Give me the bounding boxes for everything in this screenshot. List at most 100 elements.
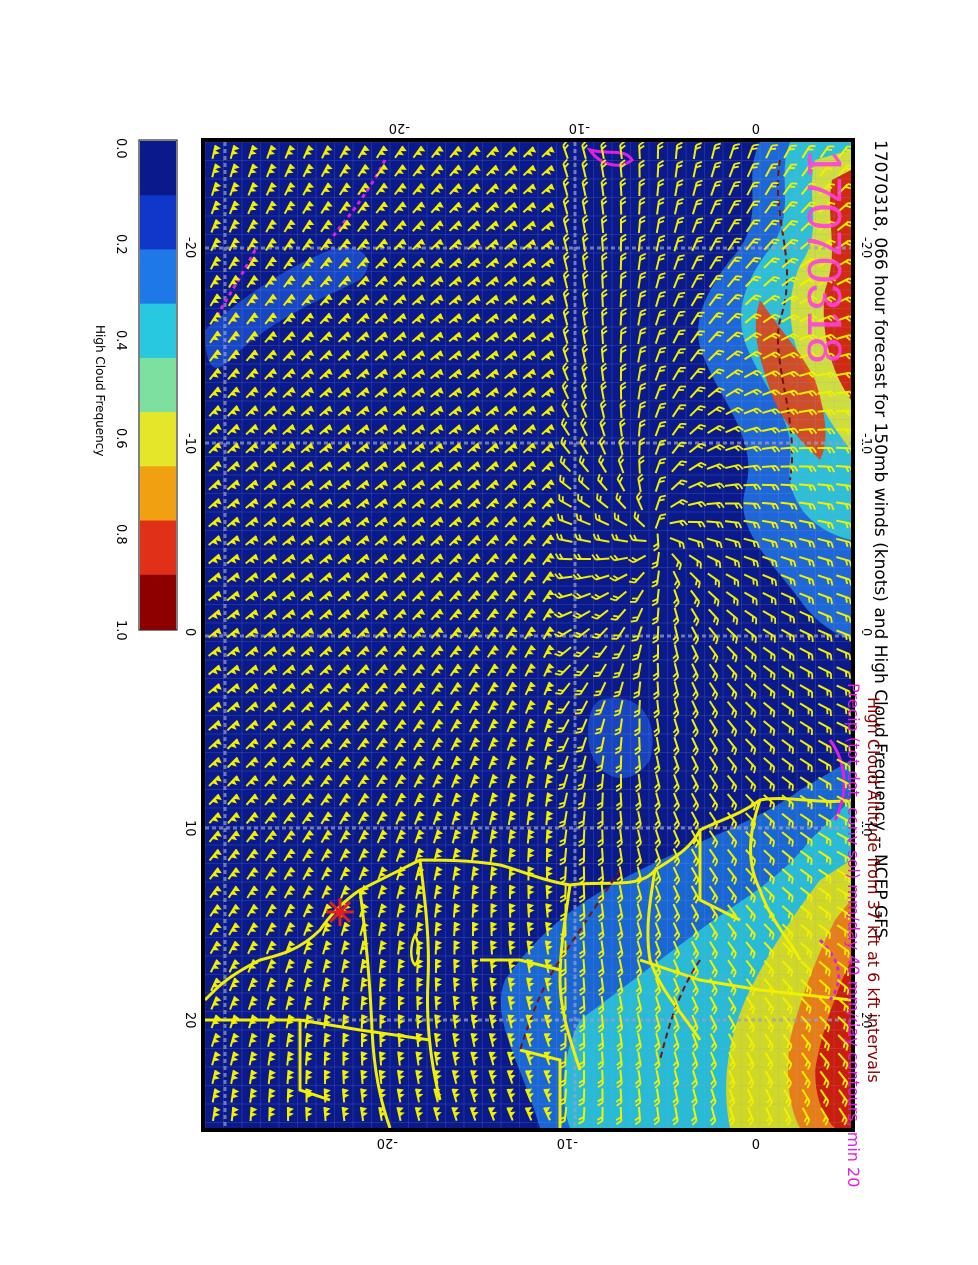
wind-barb: [468, 626, 481, 640]
wind-barb: [708, 293, 724, 307]
wind-barb: [836, 740, 851, 753]
wind-barb: [319, 609, 333, 620]
wind-barb: [780, 351, 800, 360]
wind-barb: [799, 629, 814, 642]
wind-barb: [762, 389, 781, 396]
wind-barb: [708, 663, 719, 682]
wind-barb: [507, 810, 517, 826]
wind-barb: [541, 515, 555, 529]
wind-barb: [504, 571, 518, 584]
africa-coast-inner: [358, 799, 802, 1128]
wind-barb: [356, 312, 370, 325]
wind-barb: [591, 609, 609, 620]
wind-barb: [577, 493, 591, 509]
wind-barb: [448, 461, 463, 472]
wind-barb: [208, 756, 222, 769]
wind-barb: [448, 238, 463, 251]
wind-barb: [226, 738, 241, 750]
wind-barb: [374, 424, 389, 435]
wind-barb: [412, 700, 426, 714]
wind-barb: [817, 483, 835, 492]
wind-barb: [800, 201, 817, 214]
wind-barb: [504, 479, 518, 491]
wind-barb: [581, 344, 589, 363]
wind-barb: [837, 183, 851, 195]
wind-barb: [430, 164, 444, 177]
wind-barb: [629, 534, 647, 543]
wind-barb: [798, 519, 816, 530]
wind-barb: [488, 792, 499, 807]
wind-barb: [467, 442, 481, 454]
wind-barb: [356, 275, 370, 288]
wind-barb: [283, 848, 296, 862]
border-lines: [205, 830, 851, 1128]
wind-barb: [744, 830, 757, 848]
wind-barb: [412, 608, 426, 621]
wind-barb: [761, 501, 780, 510]
wind-barb: [688, 537, 704, 549]
wind-barb: [726, 700, 738, 719]
wind-barb: [580, 399, 588, 418]
wind-barb: [782, 219, 799, 232]
wind-barb: [672, 829, 681, 849]
wind-barb: [709, 199, 723, 215]
wind-barb: [522, 183, 537, 195]
wind-barb: [837, 202, 851, 213]
wind-barb: [590, 591, 610, 601]
wind-barb: [393, 590, 407, 602]
wind-barb: [669, 519, 688, 527]
wind-barb: [637, 290, 647, 308]
wind-barb: [746, 181, 760, 196]
wind-barb: [467, 608, 481, 621]
wind-barb: [673, 216, 685, 234]
wind-barb: [654, 848, 662, 867]
wind-barb: [356, 331, 370, 343]
wind-barb: [522, 331, 537, 343]
wind-barb: [673, 589, 680, 608]
wind-barb: [596, 773, 605, 792]
lon-tick-inner: 10: [851, 820, 866, 837]
wind-barb: [337, 608, 352, 621]
wind-barb: [245, 330, 259, 344]
wind-barb: [282, 590, 296, 602]
wind-barb: [818, 239, 836, 250]
wind-barb: [226, 701, 241, 713]
wind-barb: [430, 313, 444, 324]
wind-barb: [619, 270, 627, 289]
wind-barb: [672, 310, 686, 326]
wind-barb: [374, 331, 389, 343]
wind-barb: [504, 442, 518, 454]
wind-barb: [450, 700, 463, 714]
wind-barb: [671, 422, 687, 436]
wind-barb: [630, 607, 644, 623]
wind-barb: [376, 774, 389, 788]
wind-barb: [394, 755, 407, 770]
wind-barb: [594, 700, 606, 716]
wind-barb: [540, 294, 555, 306]
wind-barb: [726, 793, 738, 811]
wind-barb: [637, 382, 647, 400]
wind-barb: [448, 368, 463, 380]
wind-barb: [413, 792, 426, 807]
wind-barb: [780, 628, 795, 643]
wind-barb: [228, 219, 241, 233]
wind-barb: [708, 274, 724, 288]
wind-barb: [542, 571, 555, 584]
wind-barb: [356, 700, 370, 714]
wind-barb: [228, 274, 241, 289]
wind-barb: [226, 553, 241, 565]
wind-barb: [541, 146, 555, 158]
wind-barb: [581, 270, 589, 289]
wind-barb: [780, 446, 799, 454]
wind-barb: [817, 314, 837, 323]
wind-barb: [356, 664, 370, 676]
wind-barb: [300, 516, 315, 528]
wind-barb: [485, 239, 500, 250]
wind-barb: [554, 646, 572, 657]
wind-barb: [762, 313, 781, 324]
wind-barb: [724, 483, 744, 490]
wind-barb: [522, 146, 537, 158]
wind-barb: [208, 701, 222, 713]
wind-barb: [596, 493, 609, 509]
wind-barb: [691, 755, 699, 775]
